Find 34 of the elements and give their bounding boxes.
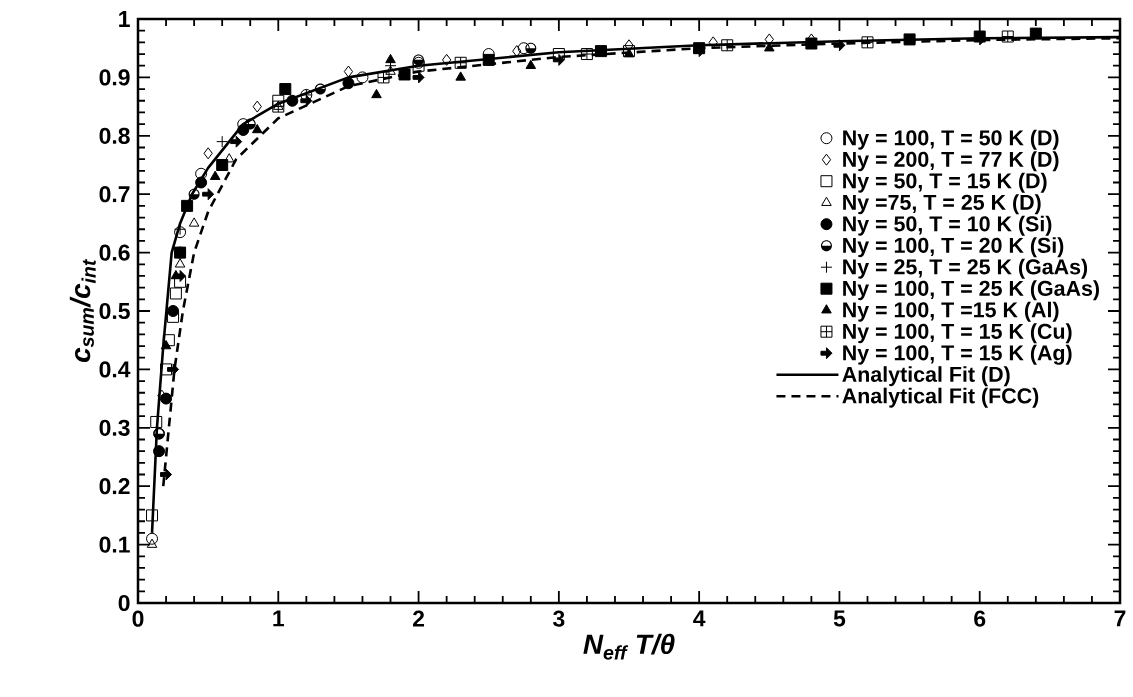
legend-label: Ny = 100, T = 50 K (D) [843, 129, 1059, 150]
x-tick-label: 6 [974, 610, 986, 627]
legend-label: Ny =75, T = 25 K (D) [843, 194, 1041, 215]
legend-label: Analytical Fit (FCC) [842, 387, 1039, 408]
x-tick-label: 3 [553, 610, 565, 627]
x-tick-label: 0 [132, 610, 144, 627]
y-tick-label: 0.5 [99, 302, 130, 320]
x-tick-label: 2 [413, 610, 425, 627]
legend-label: Ny = 50, T = 15 K (D) [843, 172, 1047, 193]
y-tick-label: 0.1 [99, 536, 130, 553]
y-tick-label: 0.8 [99, 127, 130, 144]
y-tick-label: 0.7 [99, 186, 130, 203]
legend-label: Ny = 100, T =15 K (Al) [843, 301, 1059, 322]
y-tick-label: 0.9 [99, 69, 130, 86]
x-axis-title: N$_{eff}$ T/θ [583, 633, 675, 660]
legend-label: Ny = 100, T = 25 K (GaAs) [843, 280, 1099, 301]
y-axis-title: c$_{sum}$/c$_{int}$ [69, 258, 96, 363]
legend-label: Analytical Fit (D) [842, 366, 1010, 387]
x-tick-label: 4 [693, 610, 706, 627]
x-tick-label: 5 [833, 610, 846, 627]
y-tick-label: 0.2 [99, 478, 130, 495]
y-tick-label: 0 [118, 594, 130, 612]
legend-label: Ny = 100, T = 20 K (Si) [843, 237, 1064, 258]
y-tick-label: 0.3 [99, 419, 130, 436]
y-tick-label: 1 [119, 11, 130, 27]
y-tick-label: 0.4 [99, 361, 131, 378]
legend-label: Ny = 100, T = 15 K (Ag) [843, 344, 1072, 365]
legend-label: Ny = 100, T = 15 K (Cu) [843, 323, 1072, 344]
x-tick-label: 7 [1114, 610, 1126, 627]
legend-label: Ny = 25, T = 25 K (GaAs) [843, 258, 1088, 279]
x-tick-label: 1 [273, 610, 285, 627]
legend-label: Ny = 50, T = 10 K (Si) [843, 215, 1052, 236]
y-tick-label: 0.6 [99, 244, 130, 261]
legend-label: Ny = 200, T = 77 K (D) [843, 151, 1059, 172]
